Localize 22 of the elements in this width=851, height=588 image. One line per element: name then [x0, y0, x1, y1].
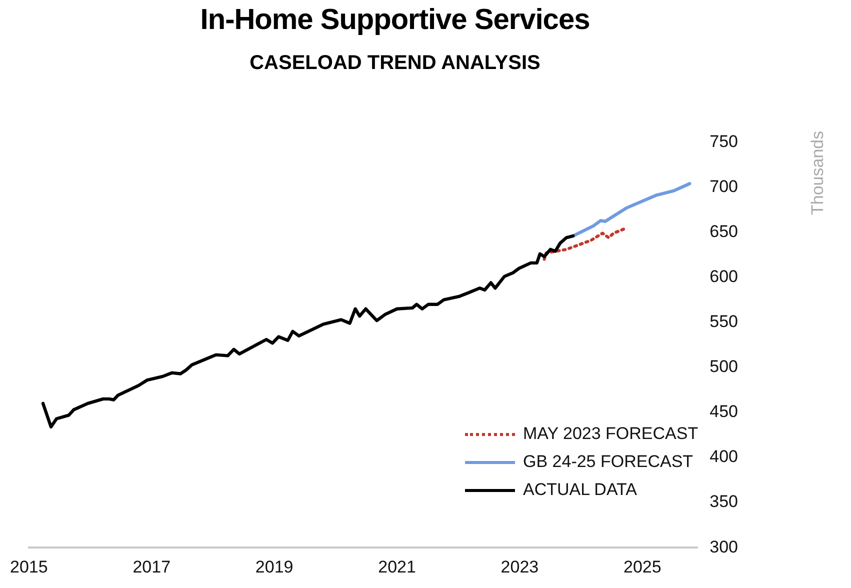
x-tick-label: 2021	[378, 557, 416, 576]
chart-title: In-Home Supportive Services	[199, 4, 591, 37]
y-tick-label: 350	[710, 492, 738, 512]
x-tick-label: 2023	[500, 557, 539, 576]
legend-label: ACTUAL DATA	[523, 480, 637, 500]
y-tick-label: 400	[710, 447, 738, 466]
y-tick-label: 600	[710, 267, 738, 286]
x-tick-label: 2015	[10, 557, 48, 576]
y-tick-label: 550	[710, 312, 738, 332]
x-tick-label: 2019	[255, 557, 294, 576]
legend-label: GB 24-25 FORECAST	[523, 452, 694, 472]
legend-label: MAY 2023 FORECAST	[523, 424, 698, 444]
y-axis-title: Thousands	[808, 130, 828, 215]
x-tick-label: 2017	[132, 557, 171, 576]
chart-subtitle: CASELOAD TREND ANALYSIS	[248, 52, 542, 75]
y-tick-label: 500	[710, 357, 738, 376]
y-tick-label: 650	[710, 222, 738, 241]
y-tick-label: 700	[710, 176, 738, 196]
y-tick-label: 450	[710, 402, 738, 422]
x-tick-label: 2025	[624, 557, 662, 576]
y-tick-label: 750	[710, 132, 738, 151]
y-tick-label: 300	[710, 537, 738, 556]
